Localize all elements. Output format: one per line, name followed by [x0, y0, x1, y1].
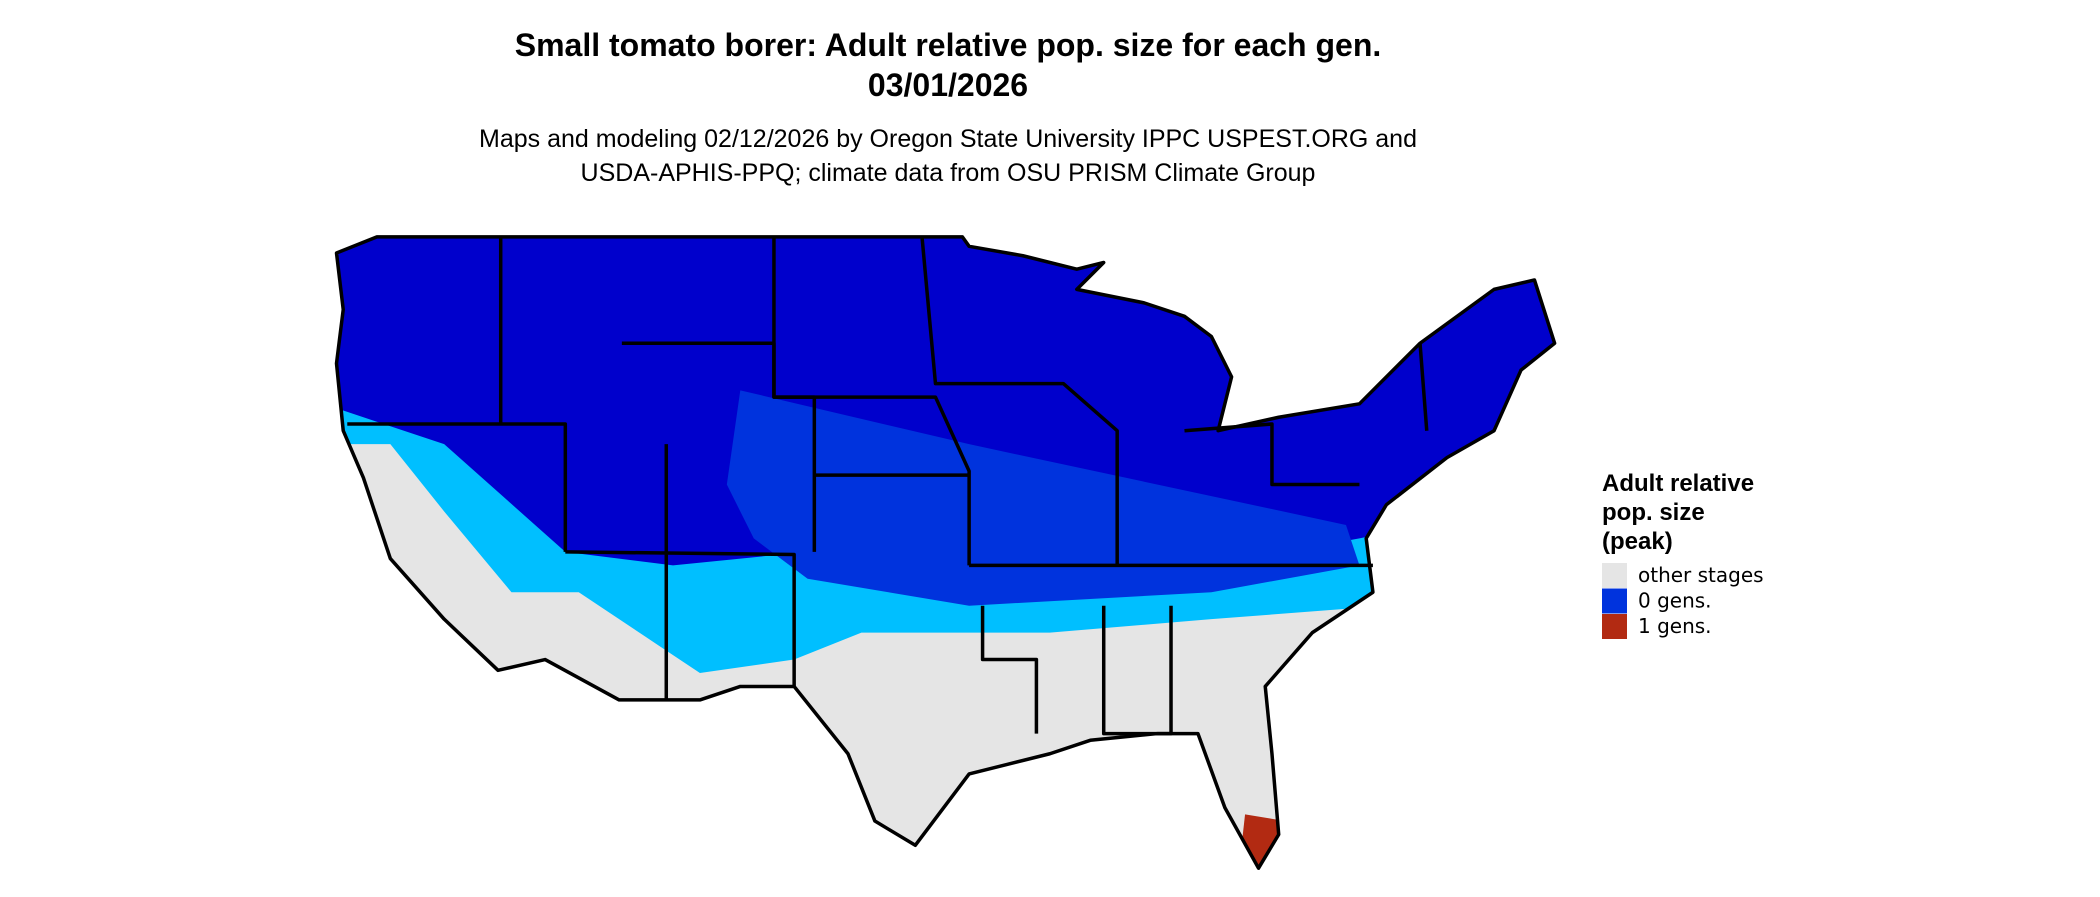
- legend-title-line: (peak): [1602, 528, 1673, 555]
- header: Small tomato borer: Adult relative pop. …: [479, 27, 1417, 187]
- state-line: [1418, 343, 1429, 431]
- state-line: [1184, 422, 1360, 487]
- state-borders: [334, 235, 1557, 870]
- map: [334, 235, 1557, 870]
- legend-label: 1 gens.: [1638, 614, 1712, 638]
- legend-label: other stages: [1638, 563, 1764, 587]
- legend: Adult relative pop. size (peak) other st…: [1602, 470, 1764, 639]
- legend-title-line: Adult relative: [1602, 470, 1754, 497]
- subtitle-line: Maps and modeling 02/12/2026 by Oregon S…: [479, 125, 1417, 153]
- title-line: Small tomato borer: Adult relative pop. …: [515, 27, 1382, 63]
- state-line: [565, 550, 796, 687]
- us-outline: [334, 235, 1557, 870]
- title-line: 03/01/2026: [868, 67, 1028, 103]
- legend-swatch: [1602, 614, 1627, 639]
- legend-swatch: [1602, 563, 1627, 588]
- state-line: [621, 341, 817, 552]
- state-line: [920, 236, 1119, 566]
- state-line: [347, 422, 568, 552]
- region-zero-gens: [726, 390, 1360, 606]
- subtitle-line: USDA-APHIS-PPQ; climate data from OSU PR…: [581, 159, 1316, 187]
- state-line: [980, 605, 1039, 734]
- legend-label: 0 gens.: [1638, 589, 1712, 613]
- state-line: [1101, 605, 1173, 736]
- legend-title-line: pop. size: [1602, 499, 1705, 526]
- map-fill: [336, 236, 1555, 869]
- legend-swatch: [1602, 588, 1627, 614]
